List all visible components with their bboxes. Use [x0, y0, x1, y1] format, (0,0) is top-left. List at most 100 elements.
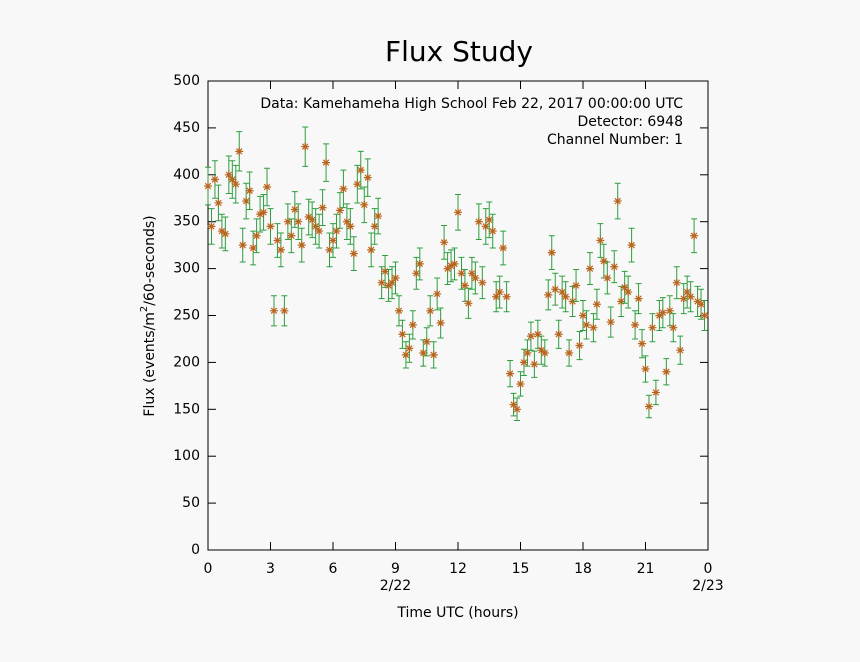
marker	[443, 264, 452, 273]
marker	[540, 349, 549, 358]
y-tick-label: 300	[173, 261, 200, 277]
marker	[641, 364, 650, 373]
date-label: 2/22	[380, 578, 411, 594]
marker	[488, 227, 497, 236]
marker	[440, 238, 449, 247]
marker	[665, 306, 674, 315]
marker	[391, 273, 400, 282]
marker	[592, 300, 601, 309]
marker	[676, 346, 685, 355]
marker	[297, 241, 306, 250]
marker	[460, 281, 469, 290]
marker	[290, 205, 299, 214]
marker	[603, 273, 612, 282]
marker	[259, 208, 268, 217]
marker	[429, 350, 438, 359]
marker	[644, 402, 653, 411]
marker	[301, 142, 310, 151]
marker	[492, 292, 501, 301]
marker	[509, 400, 518, 409]
marker	[624, 288, 633, 297]
marker	[401, 350, 410, 359]
x-tick-label: 9	[391, 561, 400, 577]
marker	[589, 323, 598, 332]
marker	[606, 318, 615, 327]
marker	[485, 215, 494, 224]
marker	[415, 259, 424, 268]
marker	[207, 222, 216, 231]
marker	[617, 297, 626, 306]
marker	[283, 217, 292, 226]
marker	[537, 346, 546, 355]
marker	[398, 330, 407, 339]
annotation: Data: Kamehameha High School Feb 22, 201…	[260, 96, 683, 112]
y-tick-label: 0	[191, 542, 200, 558]
x-axis-label: Time UTC (hours)	[396, 605, 518, 621]
marker	[204, 182, 212, 191]
marker	[363, 173, 372, 182]
marker	[690, 231, 699, 240]
marker	[651, 388, 660, 397]
marker	[599, 257, 608, 266]
marker	[242, 197, 251, 206]
y-tick-label: 100	[173, 448, 200, 464]
marker	[467, 269, 476, 278]
marker	[370, 222, 379, 231]
marker	[280, 306, 289, 315]
marker	[353, 180, 362, 189]
marker	[638, 339, 647, 348]
marker	[686, 292, 695, 301]
marker	[450, 259, 459, 268]
marker	[252, 231, 261, 240]
marker	[332, 227, 341, 236]
marker	[613, 197, 622, 206]
marker	[436, 319, 445, 328]
marker	[322, 158, 331, 167]
x-tick-label: 18	[574, 561, 592, 577]
marker	[256, 210, 265, 219]
marker	[558, 288, 567, 297]
marker	[596, 236, 605, 245]
marker	[308, 215, 317, 224]
marker	[544, 290, 553, 299]
marker	[551, 285, 560, 294]
date-label: 2/23	[692, 578, 723, 594]
marker	[335, 206, 344, 215]
x-tick-label: 12	[449, 561, 467, 577]
marker	[249, 243, 258, 252]
marker	[655, 311, 664, 320]
marker	[627, 241, 636, 250]
marker	[506, 369, 515, 378]
marker	[276, 245, 285, 254]
marker	[610, 262, 619, 271]
marker	[502, 292, 511, 301]
marker	[526, 332, 535, 341]
marker	[318, 203, 327, 212]
marker	[349, 249, 358, 258]
marker	[582, 320, 591, 329]
marker	[669, 323, 678, 332]
marker	[620, 283, 629, 292]
marker	[519, 358, 528, 367]
marker	[287, 231, 296, 240]
marker	[214, 198, 223, 207]
y-tick-label: 200	[173, 354, 200, 370]
marker	[672, 278, 681, 287]
y-axis-label-text: Flux (events/m	[142, 312, 158, 417]
marker	[679, 294, 688, 303]
marker	[700, 311, 709, 320]
marker	[269, 306, 278, 315]
marker	[447, 261, 456, 270]
marker	[516, 379, 525, 388]
marker	[228, 175, 237, 184]
x-tick-label: 6	[329, 561, 338, 577]
marker	[481, 222, 490, 231]
marker	[412, 269, 421, 278]
marker	[245, 186, 254, 195]
marker	[315, 227, 324, 236]
marker	[304, 213, 313, 222]
chart-title: Flux Study	[385, 35, 533, 68]
x-tick-label: 0	[704, 561, 713, 577]
